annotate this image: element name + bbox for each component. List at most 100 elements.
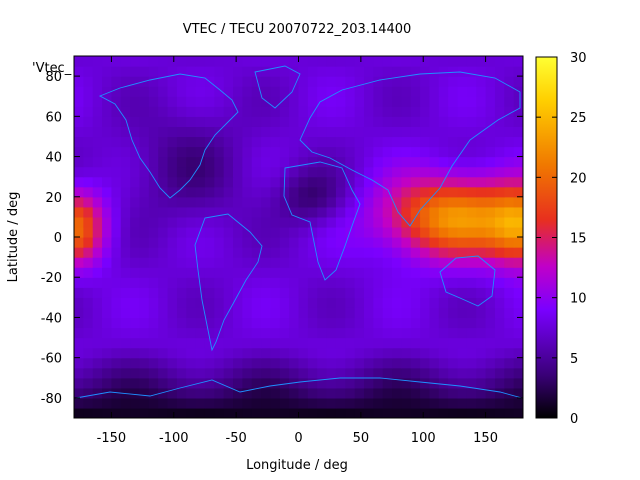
heatmap-cell: [130, 206, 141, 218]
heatmap-cell: [242, 277, 253, 288]
heatmap-cell: [298, 377, 309, 389]
heatmap-cell: [204, 407, 215, 418]
heatmap-cell: [513, 337, 523, 349]
heatmap-cell: [214, 367, 225, 379]
heatmap-cell: [74, 307, 84, 319]
heatmap-cell: [307, 206, 318, 218]
heatmap-cell: [326, 407, 337, 418]
heatmap-cell: [307, 96, 318, 107]
heatmap-cell: [270, 257, 281, 268]
heatmap-cell: [92, 206, 103, 218]
heatmap-cell: [494, 307, 505, 319]
heatmap-cell: [335, 156, 346, 168]
heatmap-cell: [139, 347, 150, 359]
heatmap-cell: [289, 186, 300, 198]
colorbar-tick-label: 20: [570, 171, 587, 186]
heatmap-cell: [214, 257, 225, 268]
heatmap-cell: [438, 126, 449, 138]
heatmap-cell: [83, 357, 94, 369]
heatmap-cell: [214, 106, 225, 117]
heatmap-cell: [186, 387, 197, 399]
heatmap-cell: [354, 377, 365, 389]
heatmap-cell: [111, 347, 122, 359]
heatmap-cell: [504, 347, 515, 359]
heatmap-cell: [476, 56, 487, 67]
heatmap-cell: [233, 176, 243, 188]
heatmap-cell: [102, 146, 113, 158]
heatmap-cell: [74, 297, 84, 308]
heatmap-cell: [420, 226, 431, 238]
heatmap-cell: [270, 397, 281, 409]
heatmap-cell: [466, 337, 477, 349]
heatmap-cell: [233, 327, 243, 339]
heatmap-cell: [214, 387, 225, 399]
heatmap-cell: [363, 106, 374, 117]
heatmap-cell: [176, 146, 187, 158]
heatmap-cell: [130, 96, 141, 107]
heatmap-cell: [410, 146, 421, 158]
heatmap-cell: [270, 146, 281, 158]
heatmap-cell: [223, 357, 234, 369]
heatmap-cell: [261, 196, 272, 208]
heatmap-cell: [410, 237, 421, 248]
heatmap-cell: [326, 186, 337, 198]
heatmap-cell: [223, 387, 234, 399]
heatmap-cell: [111, 367, 122, 379]
heatmap-cell: [158, 407, 169, 418]
heatmap-cell: [102, 156, 113, 168]
heatmap-cell: [401, 156, 412, 168]
heatmap-cell: [251, 307, 262, 319]
heatmap-cell: [261, 106, 272, 117]
heatmap-cell: [513, 367, 523, 379]
heatmap-cell: [242, 267, 253, 278]
heatmap-cell: [204, 357, 215, 369]
heatmap-cell: [363, 387, 374, 399]
heatmap-cell: [130, 317, 141, 329]
heatmap-cell: [204, 287, 215, 298]
heatmap-cell: [382, 357, 393, 369]
heatmap-cell: [307, 387, 318, 399]
heatmap-cell: [326, 66, 337, 77]
heatmap-cell: [195, 66, 206, 77]
heatmap-cell: [83, 387, 94, 399]
heatmap-cell: [476, 397, 487, 409]
heatmap-cell: [504, 357, 515, 369]
heatmap-cell: [74, 116, 84, 127]
heatmap-cell: [176, 96, 187, 107]
heatmap-cell: [420, 387, 431, 399]
heatmap-cell: [392, 307, 402, 319]
heatmap-cell: [92, 257, 103, 268]
heatmap-cell: [298, 106, 309, 117]
heatmap-cell: [204, 377, 215, 389]
heatmap-cell: [476, 136, 487, 148]
heatmap-cell: [466, 206, 477, 218]
heatmap-cell: [466, 216, 477, 228]
heatmap-cell: [148, 196, 159, 208]
heatmap-cell: [307, 397, 318, 409]
heatmap-cell: [92, 76, 103, 87]
heatmap-cell: [251, 106, 262, 117]
heatmap-cell: [494, 126, 505, 138]
heatmap-cell: [494, 156, 505, 168]
heatmap-cell: [476, 186, 487, 198]
heatmap-cell: [214, 166, 225, 178]
heatmap-cell: [401, 377, 412, 389]
heatmap-cell: [186, 357, 197, 369]
heatmap-cell: [485, 287, 496, 298]
heatmap-cell: [74, 237, 84, 248]
heatmap-cell: [186, 176, 197, 188]
heatmap-cell: [83, 407, 94, 418]
heatmap-cell: [176, 367, 187, 379]
heatmap-cell: [307, 317, 318, 329]
heatmap-cell: [382, 136, 393, 148]
heatmap-cell: [354, 257, 365, 268]
y-tick-label: 0: [54, 231, 62, 246]
heatmap-cell: [195, 176, 206, 188]
heatmap-cell: [373, 116, 384, 127]
heatmap-cell: [74, 377, 84, 389]
heatmap-cell: [251, 327, 262, 339]
heatmap-cell: [494, 277, 505, 288]
heatmap-cell: [392, 377, 402, 389]
heatmap-cell: [223, 297, 234, 308]
heatmap-cell: [289, 287, 300, 298]
